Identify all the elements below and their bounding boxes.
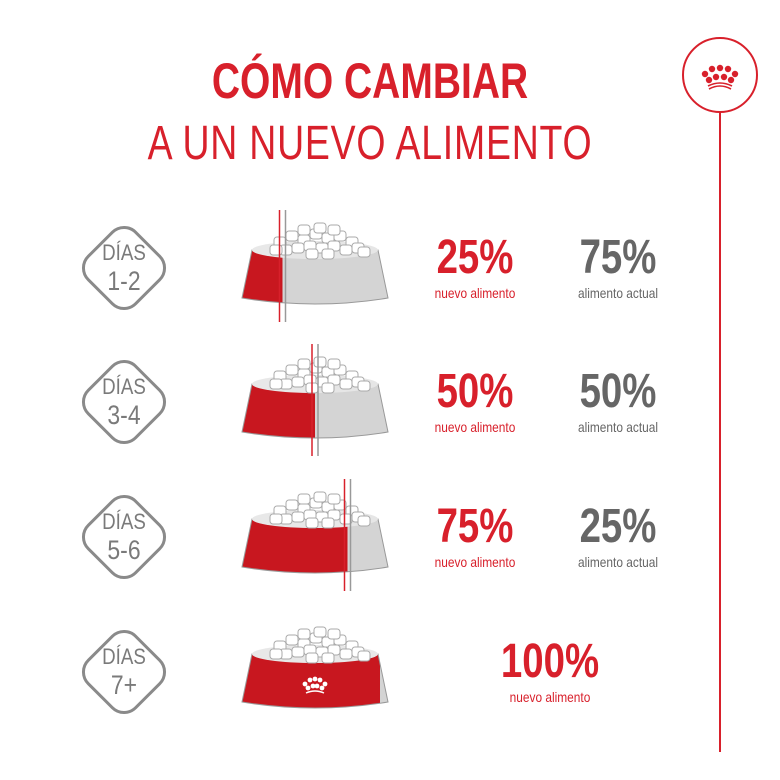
new-food-percentage: 75% nuevo alimento (410, 500, 540, 571)
new-pct-label: nuevo alimento (434, 419, 516, 435)
food-bowl (240, 340, 390, 460)
old-pct-label: alimento actual (577, 285, 659, 301)
food-bowl (240, 610, 390, 730)
current-food-percentage: 75% alimento actual (553, 231, 683, 302)
new-food-percentage: 100% nuevo alimento (485, 635, 615, 706)
days-label: DÍAS (102, 374, 146, 399)
current-food-portion (380, 661, 389, 704)
days-range: 7+ (110, 670, 138, 700)
days-range: 5-6 (107, 535, 141, 565)
title-line-2: A UN NUEVO ALIMENTO (147, 117, 593, 170)
food-bowl (240, 475, 390, 595)
new-pct-value: 25% (436, 231, 514, 284)
brand-logo-timeline (682, 37, 758, 752)
old-pct-value: 50% (579, 365, 657, 418)
new-pct-label: nuevo alimento (434, 285, 516, 301)
days-label: DÍAS (102, 240, 146, 265)
current-food-percentage: 50% alimento actual (553, 365, 683, 436)
new-food-percentage: 25% nuevo alimento (410, 231, 540, 302)
new-pct-label: nuevo alimento (434, 554, 516, 570)
new-pct-label: nuevo alimento (509, 689, 591, 705)
days-badge: DÍAS 3-4 (72, 350, 176, 454)
days-range: 1-2 (107, 266, 141, 296)
days-label: DÍAS (102, 509, 146, 534)
days-range: 3-4 (107, 400, 141, 430)
current-food-percentage: 25% alimento actual (553, 500, 683, 571)
old-pct-value: 25% (579, 500, 657, 553)
days-label: DÍAS (102, 644, 146, 669)
days-badge: DÍAS 7+ (72, 620, 176, 724)
crown-icon (701, 64, 739, 90)
new-food-percentage: 50% nuevo alimento (410, 365, 540, 436)
new-pct-value: 50% (436, 365, 514, 418)
title-line-1: CÓMO CAMBIAR (211, 53, 529, 109)
old-pct-label: alimento actual (577, 419, 659, 435)
old-pct-label: alimento actual (577, 554, 659, 570)
new-pct-value: 100% (500, 635, 600, 688)
new-pct-value: 75% (436, 500, 514, 553)
days-badge: DÍAS 5-6 (72, 485, 176, 589)
crown-icon (302, 676, 328, 694)
days-badge: DÍAS 1-2 (72, 216, 176, 320)
food-bowl (240, 206, 390, 326)
old-pct-value: 75% (579, 231, 657, 284)
